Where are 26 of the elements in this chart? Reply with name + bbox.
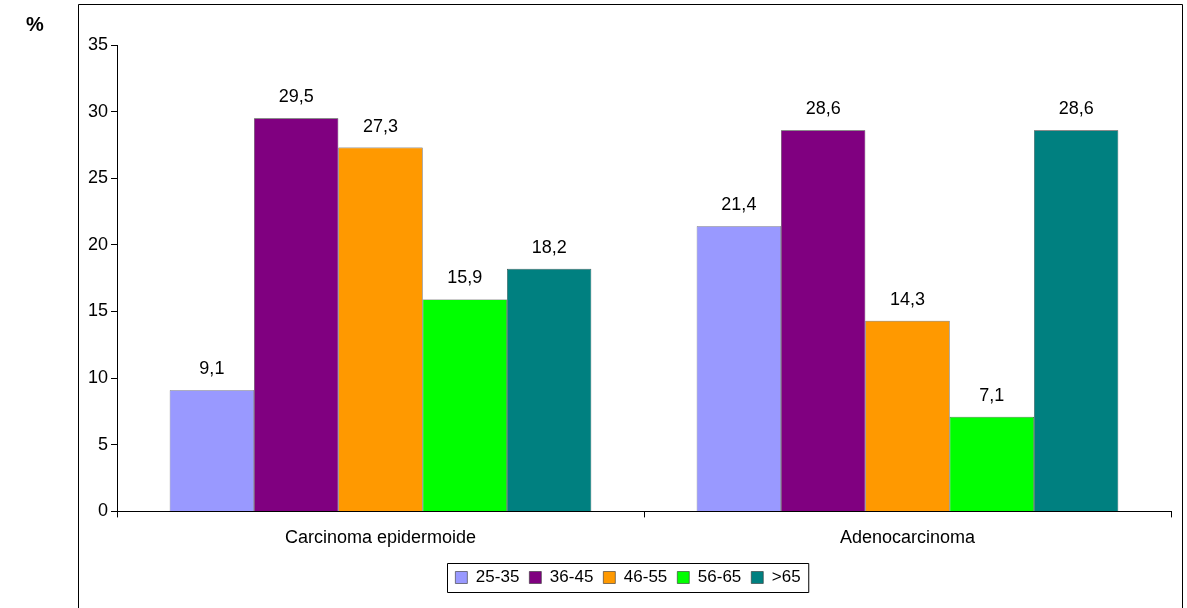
y-axis-title: % <box>26 12 45 35</box>
data-label: 21,4 <box>721 194 757 215</box>
data-label: 28,6 <box>1058 98 1094 119</box>
data-label: 28,6 <box>805 98 841 119</box>
y-tick-label: 35 <box>87 33 109 54</box>
data-label: 9,1 <box>199 358 225 379</box>
legend-label: 36-45 <box>549 567 594 587</box>
y-tick-label: 30 <box>87 100 109 121</box>
legend-label: 56-65 <box>697 567 742 587</box>
data-label: 27,3 <box>362 115 399 136</box>
legend-label: 25-35 <box>475 567 520 587</box>
data-label: 18,2 <box>531 236 567 257</box>
y-tick-label: 0 <box>98 500 109 521</box>
y-tick-label: 15 <box>87 300 109 321</box>
y-tick-label: 25 <box>87 167 109 188</box>
data-label: 14,3 <box>889 288 926 309</box>
data-label: 29,5 <box>278 86 314 107</box>
legend-label: 46-55 <box>623 567 668 587</box>
y-tick-label: 20 <box>87 233 109 254</box>
y-tick-label: 10 <box>87 367 109 388</box>
data-label: 7,1 <box>979 384 1005 405</box>
data-label: 15,9 <box>447 267 483 288</box>
x-tick-label: Carcinoma epidermoide <box>284 527 477 548</box>
x-tick-label: Adenocarcinoma <box>839 527 977 548</box>
y-tick-label: 5 <box>98 433 109 454</box>
legend-label: >65 <box>771 567 801 587</box>
